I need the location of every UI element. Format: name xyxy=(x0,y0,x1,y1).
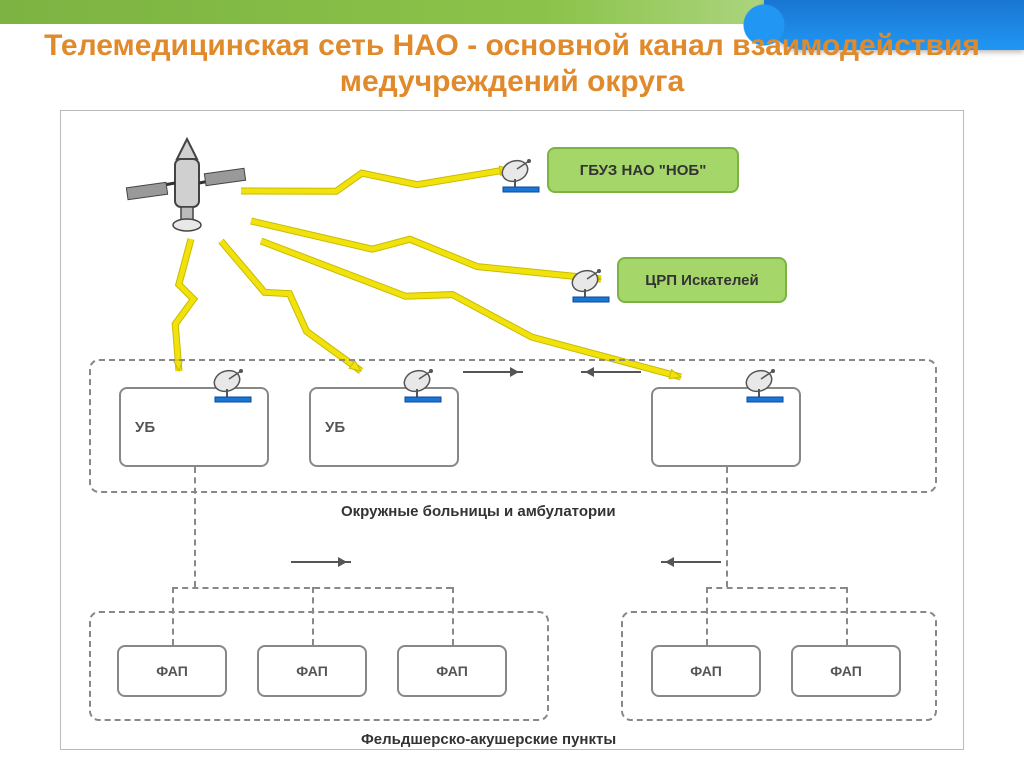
dish-icon xyxy=(569,267,613,303)
label-fap: Фельдшерско-акушерские пункты xyxy=(361,731,616,748)
banner-green-stripe xyxy=(0,0,780,24)
node-fap-2: ФАП xyxy=(397,645,507,697)
node-fap-0: ФАП xyxy=(117,645,227,697)
connector-line xyxy=(194,467,196,587)
signal-bolt-icon xyxy=(231,159,521,201)
dish-icon xyxy=(401,367,445,403)
node-crp: ЦРП Искателей xyxy=(617,257,787,303)
dish-icon xyxy=(211,367,255,403)
arrow-left-icon xyxy=(661,561,721,563)
page-title: Телемедицинская сеть НАО - основной кана… xyxy=(0,28,1024,100)
node-nob: ГБУЗ НАО "НОБ" xyxy=(547,147,739,193)
connector-line xyxy=(726,467,728,587)
connector-line xyxy=(706,587,846,589)
node-fap-1: ФАП xyxy=(257,645,367,697)
label-district-hospitals: Окружные больницы и амбулатории xyxy=(341,503,616,520)
dish-icon xyxy=(499,157,543,193)
node-fap-3: ФАП xyxy=(651,645,761,697)
node-fap-4: ФАП xyxy=(791,645,901,697)
dish-icon xyxy=(743,367,787,403)
arrow-right-icon xyxy=(463,371,523,373)
network-diagram: ГБУЗ НАО "НОБ" ЦРП Искателей УБ УБ Окруж… xyxy=(60,110,964,750)
arrow-right-icon xyxy=(291,561,351,563)
arrow-left-icon xyxy=(581,371,641,373)
